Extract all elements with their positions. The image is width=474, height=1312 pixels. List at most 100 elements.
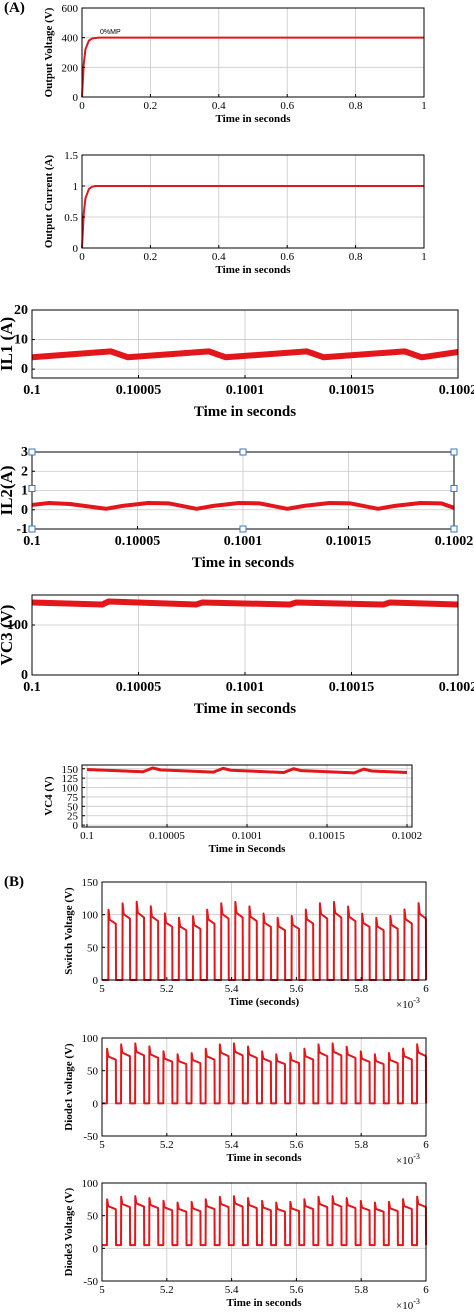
- x-axis-label: Time in seconds: [192, 555, 294, 571]
- x-tick-label: 0.10015: [329, 383, 375, 398]
- y-tick-label: -50: [83, 1276, 98, 1288]
- x-tick-label: 5.8: [354, 983, 368, 995]
- chart-vd3: 5 5.2 5.4 5.6 5.8 6 -50 0 50 100 Time in seconds Di…: [63, 1178, 429, 1312]
- y-axis-label: Diode3 Voltage (V): [63, 1187, 75, 1276]
- y-tick-label: 0: [21, 362, 28, 377]
- chart-vsw: 5 5.2 5.4 5.6 5.8 6 0 50 100 150 Time (seconds) Swi…: [63, 877, 429, 1011]
- y-axis-label: Output Voltage (V): [43, 7, 55, 97]
- chart-vout: 0 0.2 0.4 0.6 0.8 1 0 200 400 600 Time in seconds O…: [43, 3, 427, 125]
- x-tick-label: 0.4: [212, 100, 226, 112]
- selection-handle: [28, 525, 36, 533]
- x-axis-label: Time in seconds: [216, 264, 292, 276]
- y-tick-label: 20: [14, 303, 28, 318]
- x-tick-label: 5: [99, 1284, 105, 1296]
- y-tick-label: 100: [82, 1178, 99, 1190]
- x-tick-label: 0: [79, 251, 85, 263]
- y-tick-label: -50: [83, 1131, 98, 1143]
- plot-frame: [101, 881, 427, 981]
- x-tick-label: 0.1: [80, 830, 94, 842]
- y-axis-label: VC4 (V): [43, 776, 55, 816]
- x-tick-label: 0.10015: [329, 680, 375, 695]
- x-tick-label: 0.1001: [224, 534, 263, 549]
- x-tick-label: 5.2: [160, 1284, 174, 1296]
- x-tick-label: 0.10005: [115, 534, 161, 549]
- y-tick-label: 0: [21, 503, 28, 518]
- x-exponent-label: ×10-3: [396, 996, 420, 1011]
- x-tick-label: 0.1: [23, 534, 41, 549]
- chart-il1: 0.1 0.10005 0.1001 0.10015 0.1002 0 10 20 Time i…: [0, 303, 474, 420]
- x-axis-label: Time in seconds: [227, 1297, 303, 1309]
- y-tick-label: 75: [67, 792, 79, 804]
- plot-area: [101, 1182, 427, 1282]
- y-tick-label: 0: [73, 243, 79, 255]
- x-tick-label: 0.1001: [226, 680, 265, 695]
- y-tick-label: 125: [62, 773, 79, 785]
- plot-area: [81, 154, 425, 249]
- y-axis-label: Switch Voltage (V): [63, 887, 75, 975]
- series-line: [31, 348, 459, 361]
- y-tick-label: 150: [82, 877, 99, 889]
- x-tick-label: 5: [99, 983, 105, 995]
- chart-iout: 0 0.2 0.4 0.6 0.8 1 0 0.5 1 1.5 Time in seconds Out…: [43, 150, 427, 276]
- x-axis-label: Time in seconds: [227, 1152, 303, 1164]
- x-tick-label: 5.6: [290, 983, 304, 995]
- y-tick-label: 1.5: [64, 150, 78, 162]
- x-tick-label: 1: [421, 251, 427, 263]
- x-tick-label: 0.10015: [326, 534, 372, 549]
- y-tick-label: 0: [93, 1243, 99, 1255]
- chart-vc3: 0.1 0.10005 0.1001 0.10015 0.1002 0 100 Time in…: [0, 594, 474, 717]
- x-tick-label: 5.6: [290, 1284, 304, 1296]
- selection-handle: [28, 485, 36, 492]
- plot-frame: [81, 154, 425, 249]
- y-tick-label: -1: [16, 522, 28, 537]
- y-tick-label: 0: [21, 668, 28, 683]
- y-tick-label: 400: [62, 33, 79, 45]
- y-tick-label: 100: [62, 783, 79, 795]
- y-tick-label: 0: [73, 820, 79, 832]
- series-line: [81, 185, 424, 249]
- series-line: [86, 766, 408, 775]
- x-tick-label: 5.2: [160, 983, 174, 995]
- chart-vd1: 5 5.2 5.4 5.6 5.8 6 -50 0 50 100 Time in seconds Di…: [63, 1033, 429, 1167]
- y-axis-label: Diode1 voltage (V): [63, 1043, 75, 1131]
- y-tick-label: 100: [7, 618, 28, 633]
- selection-handle: [239, 525, 247, 533]
- series-line: [102, 1195, 428, 1247]
- plot-frame: [81, 7, 425, 98]
- y-tick-label: 600: [62, 3, 79, 15]
- x-tick-label: 5.2: [160, 1139, 174, 1151]
- x-tick-label: 5.4: [225, 983, 239, 995]
- y-tick-label: 50: [87, 942, 99, 954]
- x-tick-label: 5.4: [225, 1139, 239, 1151]
- x-tick-label: 0.2: [144, 100, 158, 112]
- chart-vc4: 0.1 0.10005 0.1001 0.10015 0.100202550751001…: [43, 764, 422, 855]
- plot-area: [81, 7, 425, 98]
- selection-handle: [28, 448, 36, 456]
- panel-label-b: (B): [4, 874, 24, 890]
- x-tick-label: 5.8: [354, 1139, 368, 1151]
- y-tick-label: 3: [21, 445, 28, 460]
- x-tick-label: 0.1: [23, 383, 41, 398]
- y-tick-label: 1: [21, 484, 28, 499]
- x-axis-label: Time (seconds): [229, 996, 300, 1008]
- selection-handle: [450, 448, 458, 456]
- x-tick-label: 5.8: [354, 1284, 368, 1296]
- y-tick-label: 0: [73, 92, 79, 104]
- x-tick-label: 0.1: [23, 680, 41, 695]
- x-tick-label: 6: [423, 983, 429, 995]
- selection-handle: [450, 485, 458, 492]
- y-tick-label: 100: [82, 910, 99, 922]
- series-line: [31, 598, 459, 608]
- selection-handle: [450, 525, 458, 533]
- y-tick-label: 0: [93, 1098, 99, 1110]
- x-exponent-label: ×10-3: [396, 1297, 420, 1312]
- x-axis-label: Time in Seconds: [209, 843, 287, 855]
- x-tick-label: 6: [423, 1284, 429, 1296]
- x-tick-label: 0.1001: [232, 830, 262, 842]
- y-tick-label: 0.5: [64, 212, 78, 224]
- x-axis-label: Time in seconds: [194, 404, 296, 420]
- y-tick-label: 10: [14, 333, 28, 348]
- y-axis-label: IL1 (A): [0, 317, 16, 371]
- y-tick-label: 50: [67, 801, 79, 813]
- y-tick-label: 150: [62, 764, 79, 776]
